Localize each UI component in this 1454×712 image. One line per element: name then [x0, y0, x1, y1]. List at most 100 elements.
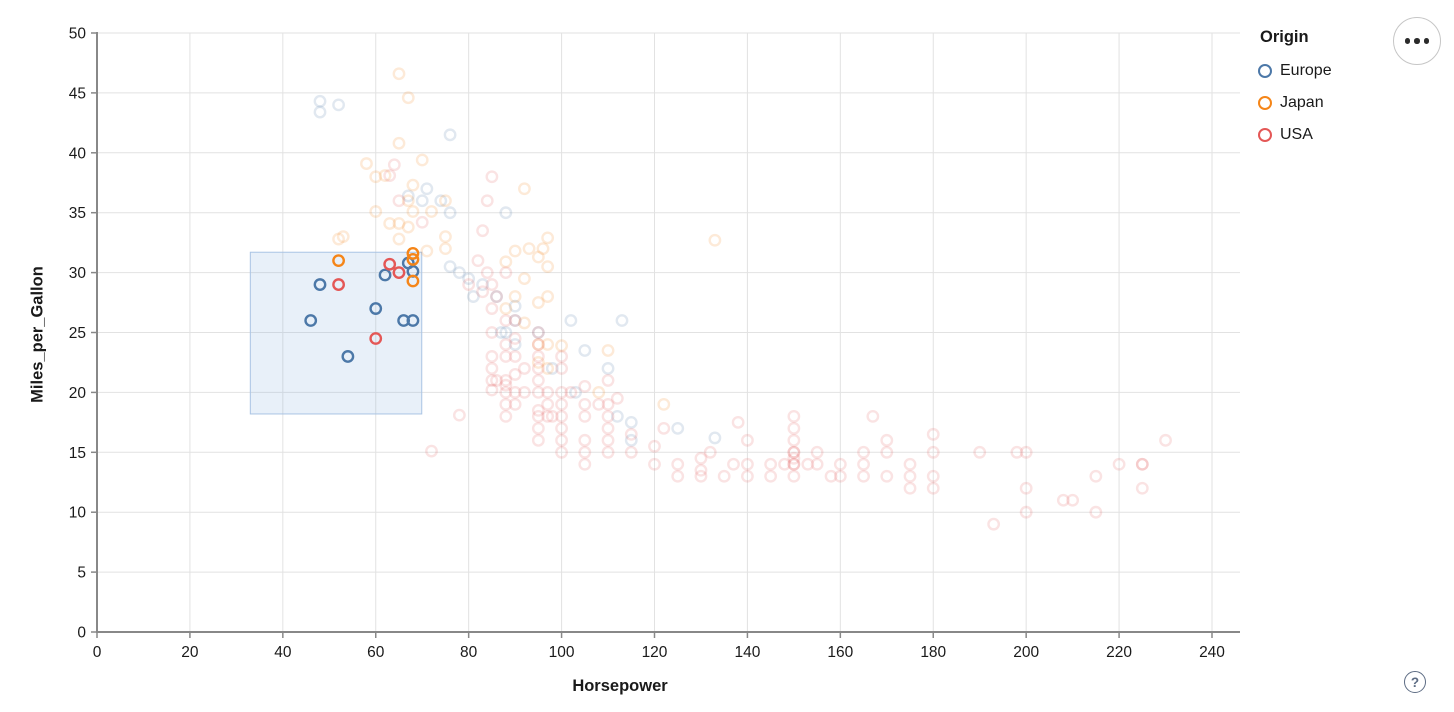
- data-point[interactable]: [392, 232, 406, 246]
- data-point[interactable]: [499, 385, 513, 399]
- data-point[interactable]: [341, 350, 355, 363]
- data-point[interactable]: [601, 445, 615, 459]
- data-point[interactable]: [490, 374, 503, 387]
- data-point[interactable]: [304, 314, 318, 327]
- data-point[interactable]: [485, 383, 499, 397]
- data-point[interactable]: [499, 397, 513, 411]
- data-point[interactable]: [508, 332, 522, 345]
- data-point[interactable]: [610, 409, 624, 423]
- data-point[interactable]: [406, 274, 420, 288]
- data-point[interactable]: [741, 457, 754, 471]
- data-point[interactable]: [1019, 481, 1033, 495]
- data-point[interactable]: [332, 278, 345, 291]
- data-point[interactable]: [555, 339, 568, 353]
- data-point[interactable]: [480, 266, 494, 279]
- data-point[interactable]: [378, 169, 392, 182]
- data-point[interactable]: [499, 374, 513, 387]
- data-point[interactable]: [541, 338, 555, 351]
- data-point[interactable]: [801, 457, 815, 471]
- data-point[interactable]: [508, 314, 522, 327]
- data-point[interactable]: [499, 314, 513, 327]
- data-point[interactable]: [778, 457, 791, 471]
- data-point[interactable]: [531, 433, 545, 447]
- data-point[interactable]: [601, 433, 615, 447]
- data-point[interactable]: [1019, 505, 1033, 519]
- data-point[interactable]: [485, 278, 499, 291]
- data-point[interactable]: [452, 266, 466, 279]
- data-point[interactable]: [369, 205, 383, 218]
- data-point[interactable]: [1056, 493, 1070, 507]
- data-point[interactable]: [601, 374, 615, 387]
- data-point[interactable]: [833, 457, 847, 471]
- data-point[interactable]: [485, 170, 499, 184]
- data-point[interactable]: [578, 433, 592, 447]
- data-point[interactable]: [541, 260, 555, 274]
- data-point[interactable]: [857, 469, 870, 483]
- data-point[interactable]: [555, 409, 568, 423]
- data-point[interactable]: [332, 232, 345, 246]
- data-point[interactable]: [671, 469, 685, 483]
- data-point[interactable]: [1135, 457, 1149, 471]
- data-point[interactable]: [369, 170, 383, 184]
- data-point[interactable]: [480, 194, 494, 208]
- data-point[interactable]: [531, 374, 545, 387]
- data-point[interactable]: [541, 397, 555, 411]
- data-point[interactable]: [787, 409, 801, 423]
- data-point[interactable]: [313, 94, 327, 108]
- data-point[interactable]: [624, 415, 638, 429]
- data-point[interactable]: [624, 427, 638, 441]
- data-point[interactable]: [383, 257, 397, 271]
- data-point[interactable]: [1010, 445, 1024, 459]
- data-point[interactable]: [508, 299, 522, 313]
- data-point[interactable]: [439, 242, 452, 256]
- data-point[interactable]: [764, 457, 778, 471]
- data-point[interactable]: [973, 445, 987, 459]
- data-point[interactable]: [476, 278, 490, 291]
- data-point[interactable]: [648, 439, 661, 453]
- data-point[interactable]: [485, 302, 499, 315]
- data-point[interactable]: [369, 302, 383, 315]
- data-point[interactable]: [615, 314, 629, 327]
- data-point[interactable]: [518, 182, 531, 196]
- data-point[interactable]: [926, 427, 940, 441]
- data-point[interactable]: [531, 409, 545, 423]
- data-point[interactable]: [787, 451, 801, 465]
- data-point[interactable]: [541, 385, 555, 399]
- data-point[interactable]: [406, 205, 420, 218]
- data-point[interactable]: [987, 517, 1001, 531]
- data-point[interactable]: [903, 457, 917, 471]
- data-point[interactable]: [401, 194, 415, 208]
- data-point[interactable]: [564, 314, 578, 327]
- data-point[interactable]: [531, 356, 545, 369]
- data-point[interactable]: [508, 244, 522, 258]
- data-point[interactable]: [624, 433, 638, 447]
- data-point[interactable]: [541, 409, 555, 423]
- data-point[interactable]: [406, 314, 420, 327]
- data-point[interactable]: [518, 362, 531, 375]
- data-point[interactable]: [880, 433, 894, 447]
- data-point[interactable]: [531, 362, 545, 375]
- data-point[interactable]: [694, 469, 708, 483]
- data-point[interactable]: [648, 457, 661, 471]
- data-point[interactable]: [499, 266, 513, 279]
- data-point[interactable]: [508, 368, 522, 381]
- data-point[interactable]: [592, 397, 606, 411]
- data-point[interactable]: [787, 445, 801, 459]
- data-point[interactable]: [485, 362, 499, 375]
- data-point[interactable]: [903, 469, 917, 483]
- data-point[interactable]: [555, 362, 568, 375]
- data-point[interactable]: [708, 233, 722, 247]
- data-point[interactable]: [425, 444, 438, 458]
- data-point[interactable]: [462, 272, 476, 285]
- data-point[interactable]: [499, 326, 513, 339]
- data-point[interactable]: [657, 421, 671, 435]
- data-point[interactable]: [383, 217, 397, 230]
- data-point[interactable]: [434, 194, 448, 208]
- data-point[interactable]: [499, 378, 513, 392]
- data-point[interactable]: [443, 206, 457, 220]
- data-point[interactable]: [555, 350, 568, 363]
- data-point[interactable]: [545, 362, 559, 375]
- data-point[interactable]: [578, 344, 592, 357]
- data-point[interactable]: [462, 278, 476, 291]
